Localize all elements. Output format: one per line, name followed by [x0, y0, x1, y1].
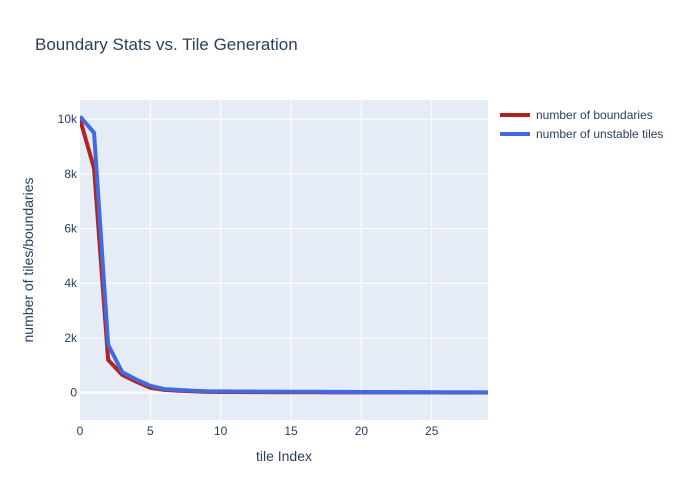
y-tick-label: 2k [64, 331, 78, 345]
y-tick-label: 8k [64, 167, 78, 181]
x-axis-ticks: 0 5 10 15 20 25 [77, 424, 439, 438]
y-tick-label: 10k [58, 112, 78, 126]
x-axis-title: tile Index [256, 448, 312, 464]
y-tick-label: 4k [64, 276, 78, 290]
legend-label-boundaries: number of boundaries [536, 108, 653, 122]
y-axis-ticks: 0 2k 4k 6k 8k 10k [58, 112, 78, 400]
y-tick-label: 6k [64, 222, 78, 236]
series-lines [80, 115, 488, 395]
x-tick-label: 0 [77, 424, 84, 438]
legend-label-unstable-tiles: number of unstable tiles [536, 127, 663, 141]
x-tick-label: 20 [355, 424, 369, 438]
series-line-unstable-tiles [80, 115, 488, 395]
x-tick-label: 5 [147, 424, 154, 438]
plot-area [80, 100, 488, 420]
y-axis-title: number of tiles/boundaries [20, 178, 36, 343]
x-tick-label: 10 [214, 424, 228, 438]
chart-title: Boundary Stats vs. Tile Generation [35, 35, 298, 54]
y-tick-label: 0 [70, 386, 77, 400]
x-tick-label: 25 [425, 424, 439, 438]
legend[interactable]: number of boundaries number of unstable … [500, 108, 663, 141]
x-tick-label: 15 [284, 424, 298, 438]
